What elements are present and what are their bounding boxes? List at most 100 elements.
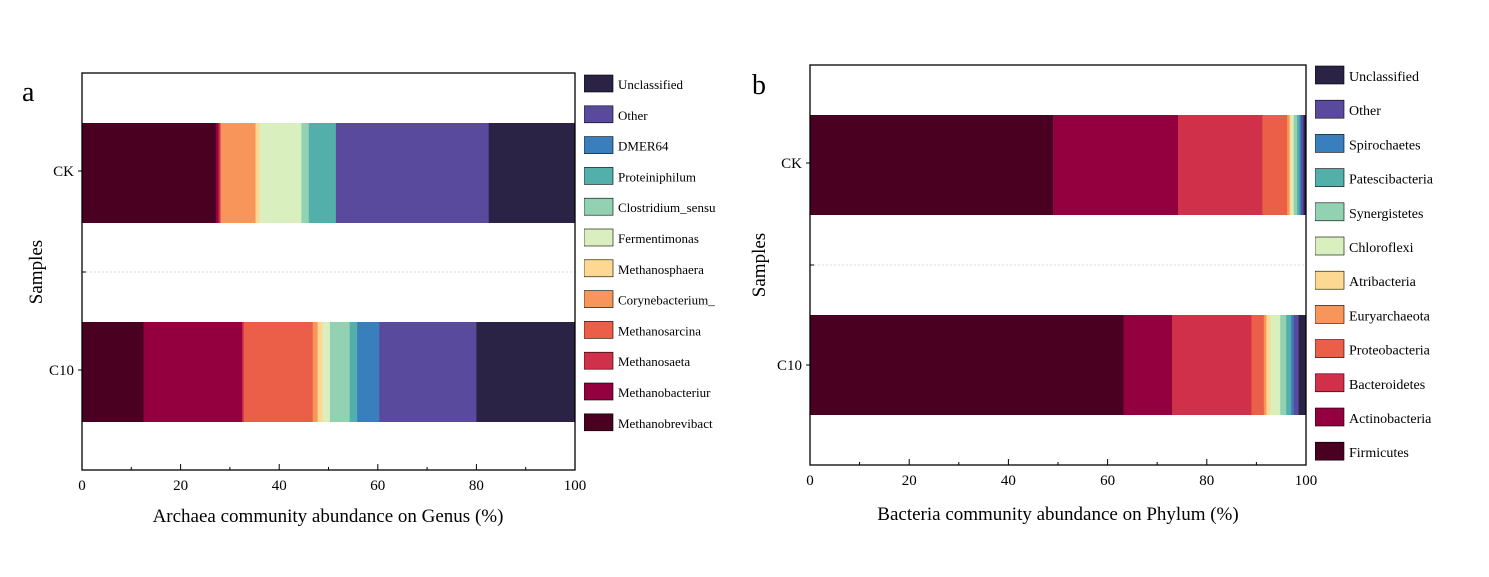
x-tick-label: 100	[564, 478, 587, 494]
panel-a-ylabel: Samples	[26, 240, 47, 304]
legend-label: Other	[618, 108, 648, 123]
bar-segment-ck-methanosaeta	[218, 123, 221, 223]
legend-item: Firmicutes	[1315, 441, 1409, 461]
legend-item: Euryarchaeota	[1315, 305, 1431, 324]
x-tick-label: 20	[173, 478, 188, 494]
bar-segment-ck-fermentimonas	[259, 123, 302, 223]
legend-label: Euryarchaeota	[1349, 309, 1431, 324]
bar-segment-ck-chloroflexi	[1291, 115, 1294, 215]
bar-segment-c10-methanosphaera	[317, 322, 323, 422]
legend-swatch	[1315, 236, 1345, 256]
legend-item: Methanobrevibact	[584, 413, 713, 432]
x-tick-label: 20	[902, 473, 917, 489]
legend-label: Patescibacteria	[1349, 173, 1434, 188]
bar-segment-c10-synergistetes	[1280, 315, 1287, 415]
bar-segment-c10-patescibacteria	[1286, 315, 1292, 415]
legend-label: Spirochaetes	[1349, 138, 1421, 153]
panel-b-ylabel: Samples	[749, 233, 770, 297]
panel-a-xlabel: Archaea community abundance on Genus (%)	[153, 506, 504, 527]
bar-segment-c10-firmicutes	[810, 315, 1124, 415]
legend-item: Patescibacteria	[1315, 168, 1434, 188]
x-tick-label: 60	[370, 478, 385, 494]
bar-segment-c10-proteobacteria	[1251, 315, 1265, 415]
panel-b-xlabel: Bacteria community abundance on Phylum (…	[877, 504, 1238, 525]
bar-segment-ck-unclassified	[488, 123, 576, 223]
legend-label: Other	[1349, 104, 1381, 119]
legend-swatch	[1315, 270, 1345, 290]
legend-swatch	[1315, 134, 1345, 153]
legend-swatch	[584, 74, 614, 93]
x-tick-label: 0	[78, 478, 86, 494]
legend-swatch	[584, 351, 614, 370]
x-tick-label: 40	[1001, 473, 1016, 489]
legend-label: Methanosarcina	[618, 323, 701, 338]
legend-swatch	[1315, 407, 1345, 427]
x-tick-label: 100	[1295, 473, 1318, 489]
legend-item: Methanosarcina	[584, 321, 701, 339]
x-tick-label: 0	[806, 473, 814, 489]
legend-item: Fermentimonas	[584, 228, 699, 247]
bar-segment-c10-spirochaetes	[1291, 315, 1294, 415]
legend-label: Firmicutes	[1349, 446, 1409, 461]
legend-item: Corynebacterium_	[584, 290, 715, 308]
x-tick-label: 60	[1100, 473, 1115, 489]
bar-segment-ck-unclassified	[1303, 115, 1307, 215]
bar-segment-ck-bacteroidetes	[1178, 115, 1263, 215]
bar-segment-c10-fermentimonas	[322, 322, 331, 422]
legend-swatch	[584, 290, 614, 308]
category-label: C10	[777, 358, 802, 374]
legend-label: Bacteroidetes	[1349, 378, 1425, 393]
bar-segment-c10-euryarchaeota	[1263, 315, 1267, 415]
legend-label: Methanobacteriur	[618, 385, 711, 400]
bar-segment-c10-methanosarcina	[243, 322, 314, 422]
legend-item: Other	[584, 105, 648, 124]
bar-segment-c10-proteiniphilum	[349, 322, 358, 422]
bar-segment-c10-actinobacteria	[1123, 315, 1173, 415]
legend-item: DMER64	[584, 136, 669, 154]
category-label: CK	[781, 156, 802, 172]
bar-segment-c10-methanobacteriur	[143, 322, 243, 422]
legend-swatch	[584, 259, 614, 278]
legend-item: Proteiniphilum	[584, 167, 696, 185]
legend-label: Synergistetes	[1349, 207, 1423, 222]
legend-label: DMER64	[618, 139, 669, 154]
legend-item: Synergistetes	[1315, 202, 1423, 222]
bar-segment-c10-clostridium-sensu	[329, 322, 350, 422]
bar-segment-ck-other	[1301, 115, 1304, 215]
legend-label: Fermentimonas	[618, 231, 699, 246]
x-tick-label: 80	[469, 478, 484, 494]
legend-swatch	[584, 167, 614, 185]
legend-label: Clostridium_sensu	[618, 200, 716, 215]
bar-segment-ck-methanobrevibact	[82, 123, 217, 223]
bar-segment-c10-methanosaeta	[242, 322, 245, 422]
legend-swatch	[1315, 339, 1345, 358]
category-label: C10	[49, 363, 74, 379]
x-tick-label: 80	[1199, 473, 1214, 489]
legend-item: Unclassified	[1315, 65, 1419, 85]
bar-segment-ck-synergistetes	[1293, 115, 1298, 215]
legend-item: Methanobacteriur	[584, 382, 711, 401]
bar-segment-c10-dmer64	[357, 322, 380, 422]
bar-segment-ck-corynebacterium-	[221, 123, 256, 223]
legend-item: Methanosaeta	[584, 351, 690, 370]
panel-b-legend: Unclassified Other Spirochaetes Patescibact…	[1315, 65, 1434, 461]
legend-item: Methanosphaera	[584, 259, 704, 278]
legend-item: Other	[1315, 99, 1381, 119]
bar-segment-c10-chloroflexi	[1270, 315, 1281, 415]
bar-segment-c10-corynebacterium-	[312, 322, 318, 422]
bar-segment-c10-atribacteria	[1266, 315, 1271, 415]
legend-swatch	[1315, 99, 1345, 119]
legend-label: Corynebacterium_	[618, 293, 715, 308]
x-tick-label: 40	[272, 478, 287, 494]
bar-segment-c10-unclassified	[1298, 315, 1307, 415]
bar-segment-ck-methanosphaera	[255, 123, 260, 223]
legend-swatch	[584, 321, 614, 339]
bar-segment-ck-clostridium-sensu	[301, 123, 310, 223]
legend-swatch	[1315, 373, 1345, 393]
bar-segment-c10-other	[379, 322, 477, 422]
bar-segment-c10-other	[1293, 315, 1299, 415]
legend-label: Proteobacteria	[1349, 344, 1431, 359]
legend-swatch	[1315, 441, 1345, 461]
category-label: CK	[53, 164, 74, 180]
